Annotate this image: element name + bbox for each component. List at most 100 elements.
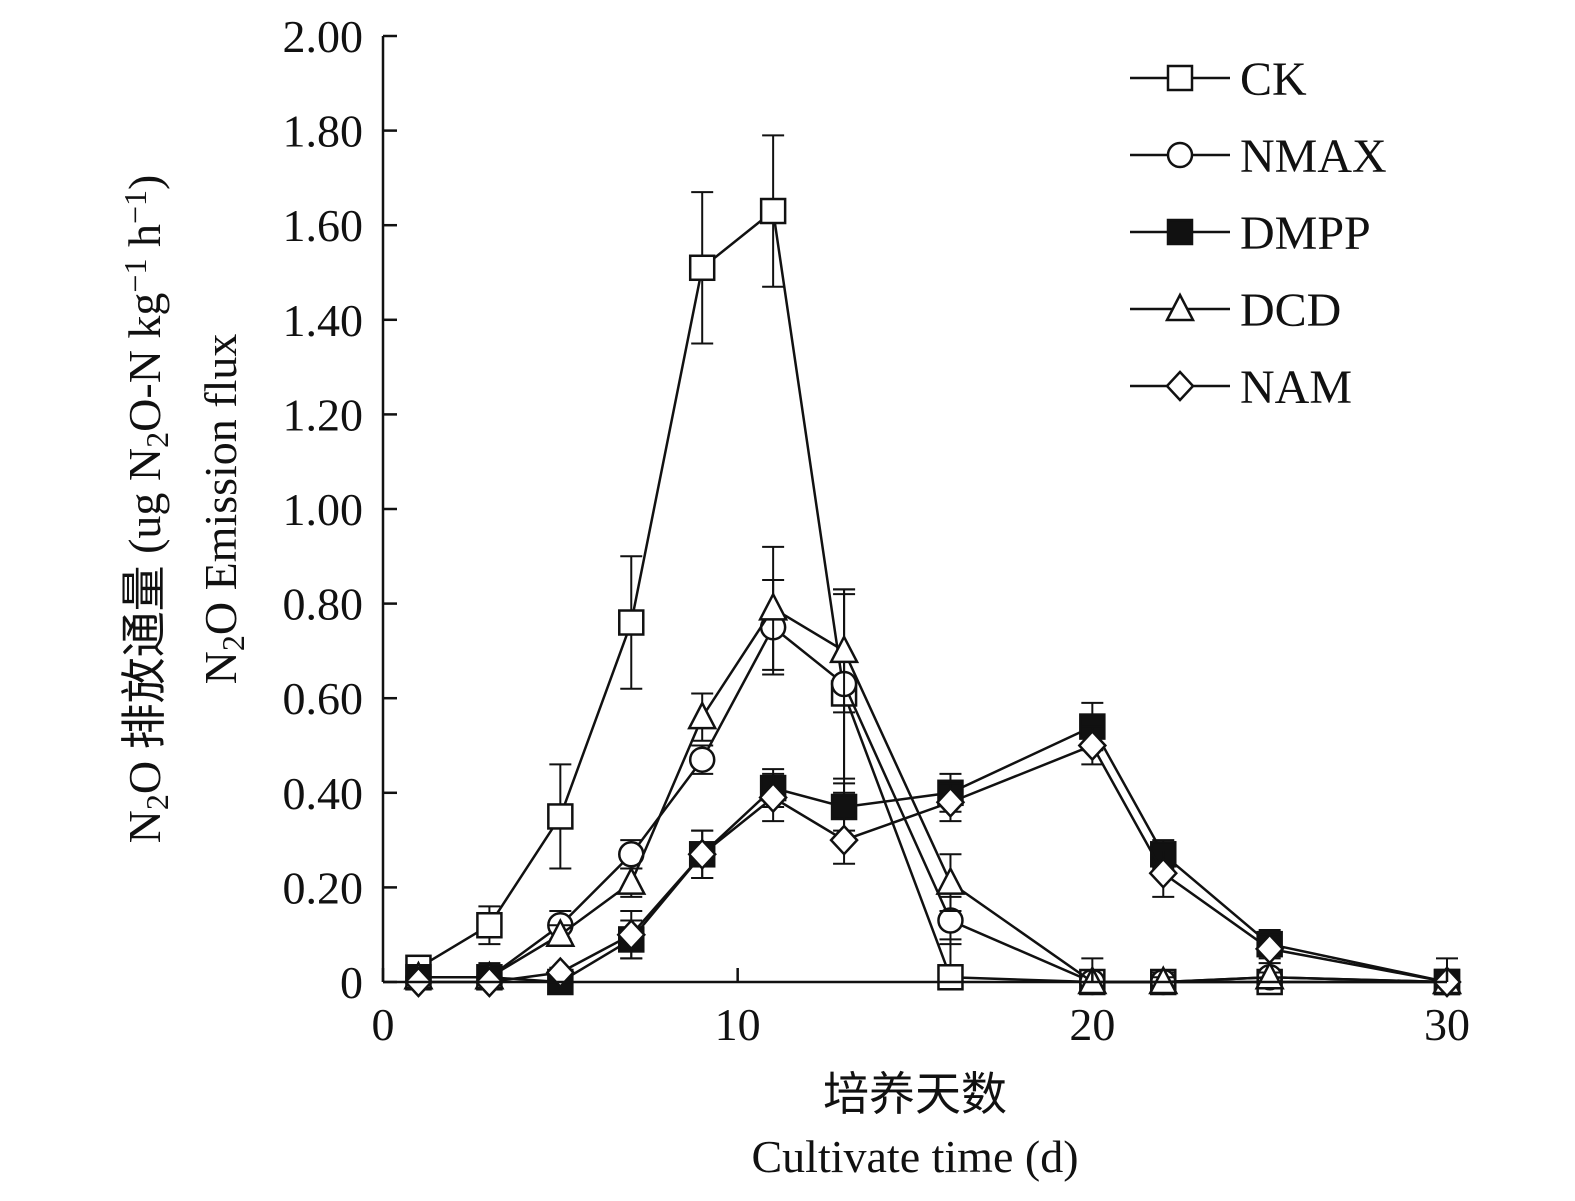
legend-entry-nmax: NMAX — [1130, 130, 1387, 183]
x-tick-label: 0 — [372, 999, 395, 1050]
data-point — [618, 609, 645, 636]
marker-shape — [830, 793, 858, 821]
axis-title-part: h — [119, 224, 170, 259]
marker-shape — [937, 907, 964, 934]
axis-title-part: 2 — [215, 635, 251, 651]
legend-label: DMPP — [1240, 207, 1371, 260]
y-tick-label: 0.60 — [283, 673, 364, 724]
legend-entry-dmpp: DMPP — [1130, 207, 1371, 260]
x-axis-title-en: Cultivate time (d) — [751, 1131, 1078, 1182]
legend-label: NMAX — [1240, 130, 1387, 183]
axis-title-part: O Emission flux — [195, 334, 246, 636]
y-tick-label: 0.80 — [283, 579, 364, 630]
x-tick-label: 30 — [1424, 999, 1470, 1050]
data-point — [687, 838, 717, 871]
legend-marker — [1166, 141, 1194, 169]
series-nam — [403, 725, 1462, 998]
legend-marker — [1166, 218, 1194, 246]
legend-entry-nam: NAM — [1130, 361, 1352, 414]
data-point — [1148, 857, 1178, 890]
axis-title-part: N — [119, 810, 170, 843]
data-point — [616, 918, 646, 951]
legend: CK NMAX DMPP DCD NAM — [1130, 53, 1387, 414]
data-point — [545, 956, 576, 989]
data-point — [937, 907, 964, 934]
data-point — [616, 865, 647, 895]
y-tick-label: 1.80 — [283, 106, 364, 157]
legend-label: NAM — [1240, 361, 1352, 414]
legend-entry-dcd: DCD — [1130, 284, 1341, 337]
marker-shape — [476, 911, 503, 939]
legend-label: CK — [1240, 53, 1307, 106]
axis-title-part: −1 — [117, 259, 153, 293]
data-point — [829, 824, 859, 856]
y-tick-label: 2.00 — [283, 11, 364, 62]
data-point — [547, 803, 574, 830]
series-dcd — [403, 545, 1463, 995]
data-point — [1148, 965, 1179, 995]
marker-shape — [547, 803, 574, 830]
legend-entry-ck: CK — [1130, 53, 1307, 106]
y-tick-label: 1.40 — [283, 295, 364, 346]
marker-shape — [618, 609, 645, 636]
data-point — [758, 591, 789, 621]
marker-shape — [1077, 729, 1108, 762]
x-tick-label: 20 — [1069, 999, 1115, 1050]
axis-title-part: ) — [119, 175, 170, 190]
data-point — [935, 786, 966, 819]
axes: 0 0.20 0.40 0.60 0.80 1.00 1.20 1.40 1.60 1.80 2.0… — [117, 11, 1470, 1182]
data-point — [688, 254, 716, 282]
marker-shape — [687, 700, 718, 730]
series-dmpp — [405, 701, 1461, 996]
data-point — [937, 964, 964, 991]
y-tick-label: 1.20 — [283, 389, 364, 440]
axis-title-part: 2 — [139, 432, 175, 448]
y-axis-title-cn: N2O 排放通量 (ug N2O-N kg−1 h−1) — [117, 175, 175, 844]
marker-shape — [616, 918, 646, 951]
marker-shape — [935, 786, 966, 819]
x-axis-title-cn: 培养天数 — [823, 1069, 1007, 1120]
data-point — [476, 911, 503, 939]
data-point — [935, 865, 966, 895]
marker-shape — [758, 781, 788, 814]
data-point — [759, 197, 787, 225]
marker-shape — [1148, 965, 1179, 995]
marker-shape — [758, 591, 789, 621]
marker-shape — [687, 838, 717, 871]
marker-shape — [688, 254, 716, 282]
axis-title-part: O 排放通量 (ug N — [119, 448, 170, 794]
marker-shape — [1165, 370, 1195, 402]
axis-title-part: O-N kg — [119, 293, 170, 432]
legend-marker — [1166, 64, 1194, 92]
marker-shape — [545, 917, 576, 947]
marker-shape — [1164, 292, 1196, 322]
data-point — [829, 634, 860, 664]
marker-shape — [616, 865, 647, 895]
x-tick-label: 10 — [715, 999, 761, 1050]
plot-area — [403, 134, 1463, 998]
y-tick-label: 0 — [340, 957, 363, 1008]
marker-shape — [545, 956, 576, 989]
series-ck — [405, 134, 1461, 996]
axis-title-part: N — [195, 651, 246, 684]
marker-shape — [1166, 64, 1194, 92]
marker-shape — [935, 865, 966, 895]
data-point — [545, 917, 576, 947]
marker-shape — [829, 634, 860, 664]
data-point — [1254, 933, 1285, 965]
marker-shape — [1166, 141, 1194, 169]
legend-label: DCD — [1240, 284, 1341, 337]
y-tick-label: 1.00 — [283, 484, 364, 535]
legend-marker — [1165, 370, 1195, 402]
y-tick-label: 1.60 — [283, 200, 364, 251]
marker-shape — [937, 964, 964, 991]
legend-marker — [1164, 292, 1196, 322]
data-point — [758, 781, 788, 814]
data-point — [1077, 729, 1108, 762]
marker-shape — [1254, 933, 1285, 965]
axis-title-part: 2 — [139, 794, 175, 810]
data-point — [688, 746, 716, 773]
marker-shape — [759, 197, 787, 225]
